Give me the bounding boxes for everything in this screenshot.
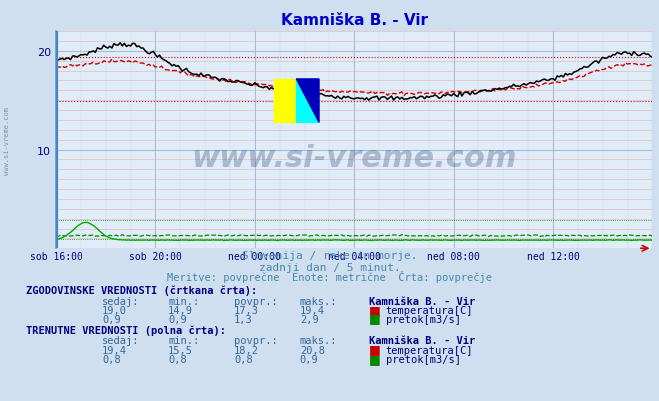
Text: povpr.:: povpr.:: [234, 296, 277, 306]
Text: 0,9: 0,9: [102, 314, 121, 324]
Text: temperatura[C]: temperatura[C]: [386, 306, 473, 316]
Text: maks.:: maks.:: [300, 296, 337, 306]
Text: 14,9: 14,9: [168, 306, 193, 316]
Text: 0,8: 0,8: [168, 354, 186, 365]
Text: ZGODOVINSKE VREDNOSTI (črtkana črta):: ZGODOVINSKE VREDNOSTI (črtkana črta):: [26, 285, 258, 296]
Text: TRENUTNE VREDNOSTI (polna črta):: TRENUTNE VREDNOSTI (polna črta):: [26, 324, 226, 335]
Text: 17,3: 17,3: [234, 306, 259, 316]
Text: Kamniška B. - Vir: Kamniška B. - Vir: [369, 335, 475, 345]
Title: Kamniška B. - Vir: Kamniška B. - Vir: [281, 13, 428, 28]
Text: www.si-vreme.com: www.si-vreme.com: [3, 106, 10, 174]
Text: pretok[m3/s]: pretok[m3/s]: [386, 354, 461, 365]
Text: zadnji dan / 5 minut.: zadnji dan / 5 minut.: [258, 262, 401, 272]
Text: pretok[m3/s]: pretok[m3/s]: [386, 314, 461, 324]
Text: 20,8: 20,8: [300, 345, 325, 355]
Text: povpr.:: povpr.:: [234, 335, 277, 345]
Text: min.:: min.:: [168, 296, 199, 306]
Text: Meritve: povprečne  Enote: metrične  Črta: povprečje: Meritve: povprečne Enote: metrične Črta:…: [167, 271, 492, 283]
Text: temperatura[C]: temperatura[C]: [386, 345, 473, 355]
Text: sedaj:: sedaj:: [102, 335, 140, 345]
Text: www.si-vreme.com: www.si-vreme.com: [191, 143, 517, 172]
Bar: [273, 80, 297, 123]
Text: ■: ■: [369, 303, 381, 316]
Text: sedaj:: sedaj:: [102, 296, 140, 306]
Text: maks.:: maks.:: [300, 335, 337, 345]
Text: Slovenija / reke in morje.: Slovenija / reke in morje.: [242, 251, 417, 261]
Text: 19,4: 19,4: [300, 306, 325, 316]
Text: 0,8: 0,8: [234, 354, 252, 365]
Text: Kamniška B. - Vir: Kamniška B. - Vir: [369, 296, 475, 306]
Text: 19,0: 19,0: [102, 306, 127, 316]
Text: 2,9: 2,9: [300, 314, 318, 324]
Polygon shape: [297, 80, 319, 123]
Text: 0,8: 0,8: [102, 354, 121, 365]
Text: 0,9: 0,9: [300, 354, 318, 365]
Text: 19,4: 19,4: [102, 345, 127, 355]
Text: 1,3: 1,3: [234, 314, 252, 324]
Text: 18,2: 18,2: [234, 345, 259, 355]
Text: ■: ■: [369, 342, 381, 355]
Text: min.:: min.:: [168, 335, 199, 345]
Text: ■: ■: [369, 352, 381, 365]
Polygon shape: [297, 80, 319, 123]
Text: 0,9: 0,9: [168, 314, 186, 324]
Text: ■: ■: [369, 312, 381, 324]
Text: 15,5: 15,5: [168, 345, 193, 355]
